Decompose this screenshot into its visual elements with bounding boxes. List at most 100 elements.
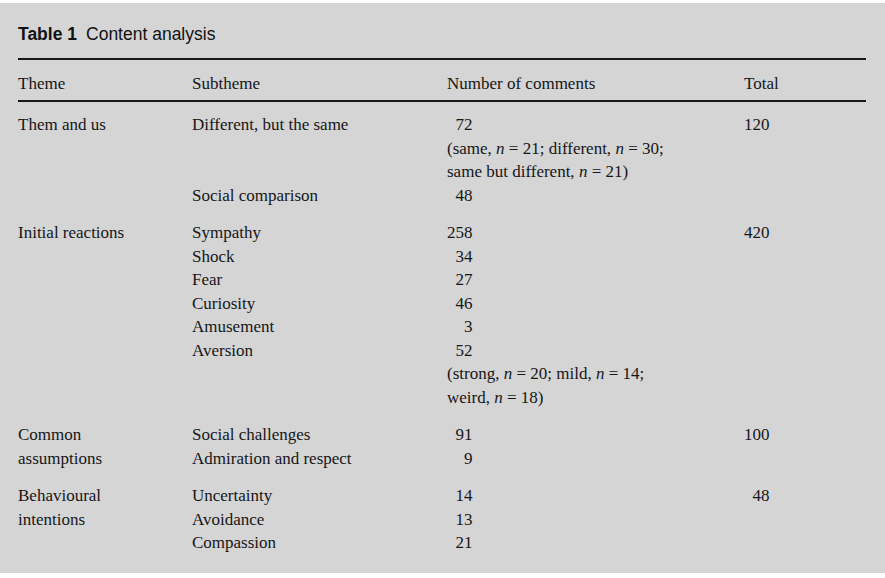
theme-line: assumptions <box>18 447 192 471</box>
total-cell <box>744 508 866 532</box>
column-header-total: Total <box>744 72 866 95</box>
subtheme-cell: Amusement <box>192 315 447 339</box>
subtheme-cell: Social comparison <box>192 184 447 208</box>
comment-count-value: 27 <box>447 268 473 292</box>
total-cell: 48 <box>744 484 866 508</box>
total-cell <box>744 339 866 410</box>
comment-count-cell: 13 <box>447 508 744 532</box>
comment-count-value: 34 <box>447 245 473 269</box>
total-cell <box>744 245 866 269</box>
table-row: Amusement3 <box>192 315 885 339</box>
subtheme-cell: Admiration and respect <box>192 447 447 471</box>
table-number-label: Table 1 <box>18 24 77 44</box>
subtheme-rows: Uncertainty1448Avoidance13Compassion21 <box>192 484 885 555</box>
comment-count-cell: 21 <box>447 531 744 555</box>
column-header-theme: Theme <box>18 72 192 95</box>
subtheme-cell: Curiosity <box>192 292 447 316</box>
count-note-line: weird, n = 18) <box>447 386 744 410</box>
subtheme-cell: Different, but the same <box>192 113 447 184</box>
theme-cell: Commonassumptions <box>18 423 192 470</box>
table-row: Compassion21 <box>192 531 885 555</box>
comment-count-cell: 72(same, n = 21; different, n = 30;same … <box>447 113 744 184</box>
theme-group: Them and usDifferent, but the same72(sam… <box>18 113 885 207</box>
subtheme-rows: Different, but the same72(same, n = 21; … <box>192 113 885 207</box>
theme-line: Common <box>18 423 192 447</box>
total-cell <box>744 315 866 339</box>
comment-count-cell: 34 <box>447 245 744 269</box>
total-cell <box>744 292 866 316</box>
comment-count-cell: 91 <box>447 423 744 447</box>
column-header-subtheme: Subtheme <box>192 72 447 95</box>
table-row: Sympathy258 420 <box>192 221 885 245</box>
comment-count-value: 3 <box>447 315 473 339</box>
theme-group: CommonassumptionsSocial challenges91100A… <box>18 423 885 470</box>
theme-line: Behavioural <box>18 484 192 508</box>
subtheme-cell: Sympathy <box>192 221 447 245</box>
table-row: Different, but the same72(same, n = 21; … <box>192 113 885 184</box>
total-value: 420 <box>744 221 770 245</box>
theme-group: BehaviouralintentionsUncertainty1448Avoi… <box>18 484 885 555</box>
paper-page: Table 1 Content analysis Theme Subtheme N… <box>0 3 885 573</box>
comment-count-value: 9 <box>447 447 473 471</box>
table-row: Social challenges91 100 <box>192 423 885 447</box>
table-row: Curiosity46 <box>192 292 885 316</box>
subtheme-cell: Fear <box>192 268 447 292</box>
comment-count-cell: 46 <box>447 292 744 316</box>
total-cell <box>744 268 866 292</box>
total-cell <box>744 531 866 555</box>
comment-count-value: 13 <box>447 508 473 532</box>
comment-count-cell: 9 <box>447 447 744 471</box>
theme-line: intentions <box>18 508 192 532</box>
total-value: 120 <box>744 113 770 137</box>
total-value: 100 <box>744 423 770 447</box>
theme-cell: Initial reactions <box>18 221 192 409</box>
comment-count-value: 14 <box>447 484 473 508</box>
comment-count-cell: 48 <box>447 184 744 208</box>
count-note-line: (same, n = 21; different, n = 30; <box>447 137 744 161</box>
subtheme-cell: Aversion <box>192 339 447 410</box>
subtheme-cell: Avoidance <box>192 508 447 532</box>
theme-cell: Behaviouralintentions <box>18 484 192 555</box>
theme-group: Initial reactionsSympathy258420Shock34Fe… <box>18 221 885 409</box>
subtheme-cell: Social challenges <box>192 423 447 447</box>
comment-count-value: 91 <box>447 423 473 447</box>
comment-count-cell: 52(strong, n = 20; mild, n = 14;weird, n… <box>447 339 744 410</box>
table-body: Them and usDifferent, but the same72(sam… <box>0 102 885 555</box>
total-cell: 120 <box>744 113 866 184</box>
total-cell: 100 <box>744 423 866 447</box>
theme-cell: Them and us <box>18 113 192 207</box>
total-value: 48 <box>744 484 770 508</box>
subtheme-cell: Compassion <box>192 531 447 555</box>
table-title: Content analysis <box>86 24 215 44</box>
table-caption: Table 1 Content analysis <box>0 3 885 46</box>
subtheme-cell: Shock <box>192 245 447 269</box>
comment-count-value: 21 <box>447 531 473 555</box>
comment-count-cell: 14 <box>447 484 744 508</box>
comment-count-value: 48 <box>447 184 473 208</box>
subtheme-rows: Sympathy258420Shock34Fear27Curiosity46Am… <box>192 221 885 409</box>
count-note-line: same but different, n = 21) <box>447 160 744 184</box>
subtheme-rows: Social challenges91100Admiration and res… <box>192 423 885 470</box>
theme-line: Initial reactions <box>18 221 192 245</box>
table-header-row: Theme Subtheme Number of comments Total <box>0 60 885 95</box>
theme-line: Them and us <box>18 113 192 137</box>
comment-count-value: 46 <box>447 292 473 316</box>
table-row: Aversion52(strong, n = 20; mild, n = 14;… <box>192 339 885 410</box>
comment-count-cell: 258 <box>447 221 744 245</box>
total-cell: 420 <box>744 221 866 245</box>
comment-count-value: 52 <box>447 339 473 363</box>
total-cell <box>744 184 866 208</box>
subtheme-cell: Uncertainty <box>192 484 447 508</box>
column-header-number-of-comments: Number of comments <box>447 72 744 95</box>
table-row: Shock34 <box>192 245 885 269</box>
table-row: Uncertainty14 48 <box>192 484 885 508</box>
table-row: Social comparison48 <box>192 184 885 208</box>
table-row: Admiration and respect9 <box>192 447 885 471</box>
comment-count-value: 258 <box>447 221 473 245</box>
comment-count-cell: 3 <box>447 315 744 339</box>
comment-count-value: 72 <box>447 113 473 137</box>
table-row: Fear27 <box>192 268 885 292</box>
table-row: Avoidance13 <box>192 508 885 532</box>
total-cell <box>744 447 866 471</box>
count-note-line: (strong, n = 20; mild, n = 14; <box>447 362 744 386</box>
